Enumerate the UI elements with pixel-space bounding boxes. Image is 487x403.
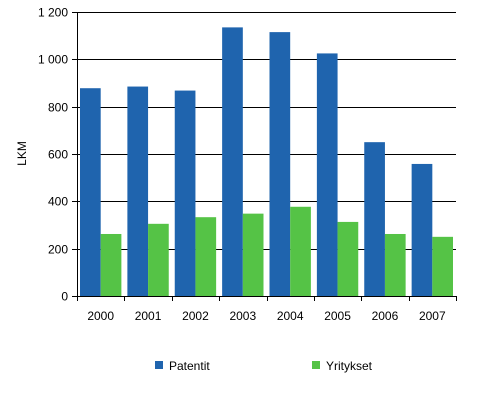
- bars: [80, 27, 453, 297]
- x-tick-label: 2006: [372, 309, 399, 323]
- y-tick-label: 1 200: [38, 6, 68, 20]
- bar-yritykset-2003: [242, 213, 264, 296]
- legend: Patentit Yritykset: [155, 359, 373, 373]
- bar-patentit-2004: [269, 32, 291, 297]
- legend-swatch: [312, 361, 320, 369]
- x-tick-label: 2003: [229, 309, 256, 323]
- x-tick-label: 2002: [182, 309, 209, 323]
- axes: [72, 12, 457, 301]
- bar-patentit-2006: [364, 142, 385, 296]
- x-tick-label: 2005: [324, 309, 351, 323]
- bar-yritykset-2000: [100, 233, 122, 296]
- x-tick-label: 2004: [277, 309, 304, 323]
- x-tick-label: 2007: [419, 309, 446, 323]
- bar-yritykset-2002: [195, 217, 217, 296]
- bar-patentit-2003: [222, 27, 243, 296]
- bar-yritykset-2005: [337, 221, 359, 296]
- y-tick-labels: 0 200 400 600 800 1 000 1 200: [38, 6, 68, 304]
- legend-label: Yritykset: [326, 359, 373, 373]
- y-tick-label: 200: [48, 243, 68, 257]
- y-tick-label: 1 000: [38, 53, 68, 67]
- y-tick-label: 600: [48, 148, 68, 162]
- bar-yritykset-2006: [384, 233, 406, 296]
- bar-patentit-2007: [411, 163, 433, 296]
- y-tick-label: 800: [48, 101, 68, 115]
- legend-label: Patentit: [169, 359, 210, 373]
- bar-patentit-2002: [174, 90, 196, 296]
- x-tick-labels: 2000 2001 2002 2003 2004 2005 2006 2007: [87, 309, 446, 323]
- bar-yritykset-2004: [290, 206, 311, 296]
- bar-patentit-2005: [316, 53, 338, 296]
- y-tick-label: 0: [61, 290, 68, 304]
- x-tick-label: 2000: [87, 309, 114, 323]
- bar-yritykset-2007: [432, 236, 453, 296]
- legend-swatch: [155, 361, 163, 369]
- y-axis-title: LKM: [15, 141, 29, 166]
- bar-yritykset-2001: [148, 223, 169, 296]
- y-tick-label: 400: [48, 195, 68, 209]
- bar-patentit-2001: [127, 86, 149, 296]
- x-tick-label: 2001: [135, 309, 162, 323]
- bar-patentit-2000: [80, 88, 101, 297]
